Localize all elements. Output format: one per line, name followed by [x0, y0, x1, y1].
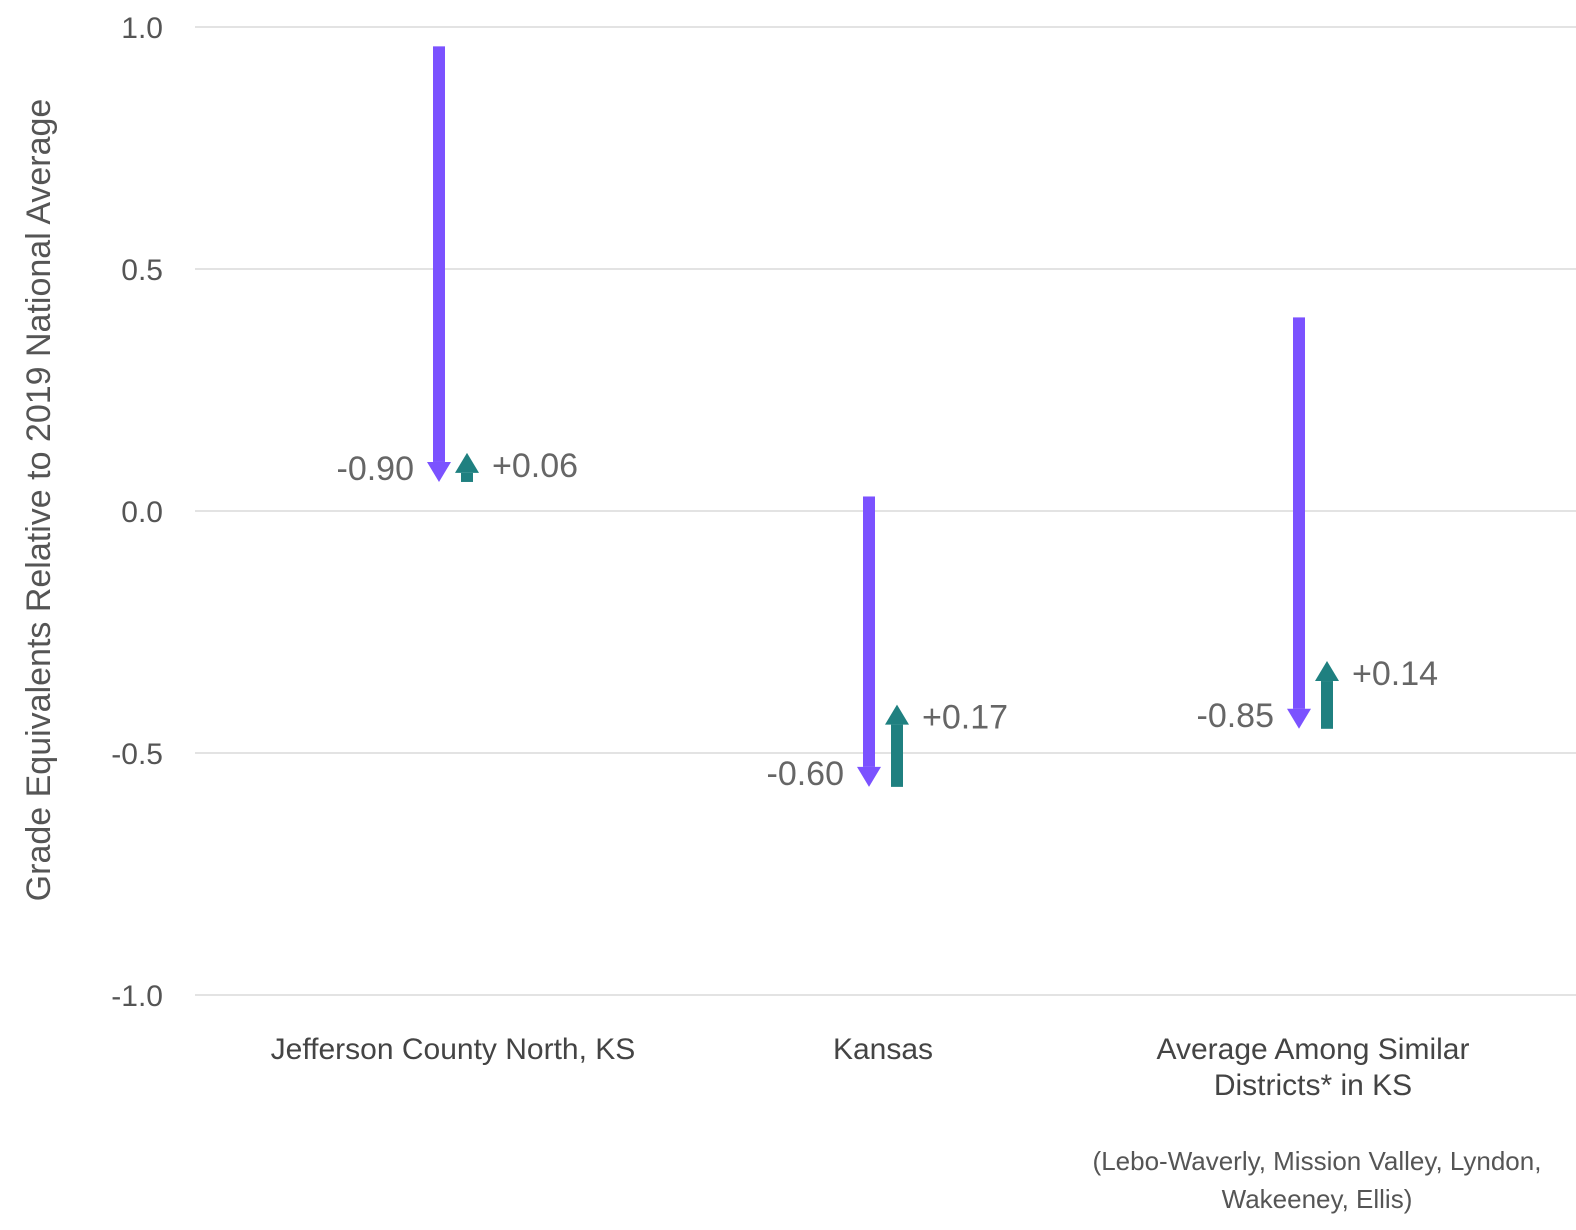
recovery-value-label: +0.17	[922, 699, 1008, 737]
category-label: Kansas	[833, 1033, 933, 1066]
data-labels: -0.90 +0.06 -0.60 +0.17 -0.85 +0.14	[337, 447, 1439, 793]
decline-arrow-shaft	[1293, 317, 1305, 709]
recovery-arrow-shaft	[891, 724, 903, 787]
category-label: Jefferson County North, KS	[271, 1033, 636, 1066]
footnote-line: (Lebo-Waverly, Mission Valley, Lyndon,	[1093, 1146, 1542, 1176]
category-labels: Jefferson County North, KS Kansas Average …	[271, 1033, 1470, 1102]
y-tick-label: 0.0	[121, 496, 163, 529]
footnote: (Lebo-Waverly, Mission Valley, Lyndon, Wa…	[1093, 1146, 1542, 1214]
y-tick-label: -0.5	[111, 738, 163, 771]
recovery-arrow-shaft	[1321, 681, 1333, 729]
decline-arrow-shaft	[433, 46, 445, 462]
decline-arrow-shaft	[863, 496, 875, 767]
y-tick-label: 0.5	[121, 254, 163, 287]
recovery-arrow-head	[455, 452, 479, 473]
recovery-value-label: +0.14	[1352, 655, 1438, 693]
arrows	[427, 46, 1339, 787]
recovery-arrow-head	[1315, 661, 1339, 682]
category-label: Average Among Similar	[1157, 1033, 1470, 1066]
y-axis-title: Grade Equivalents Relative to 2019 Natio…	[20, 99, 58, 902]
y-tick-label: -1.0	[111, 980, 163, 1013]
y-tick-label: 1.0	[121, 12, 163, 45]
category-label: Districts* in KS	[1214, 1069, 1412, 1102]
decline-value-label: -0.90	[337, 450, 415, 488]
decline-arrow-head	[857, 766, 881, 787]
y-tick-labels: 1.0 0.5 0.0 -0.5 -1.0	[111, 12, 163, 1013]
recovery-arrow-shaft	[461, 472, 473, 482]
decline-arrow-head	[1287, 708, 1311, 729]
decline-arrow-head	[427, 461, 451, 482]
footnote-line: Wakeeney, Ellis)	[1222, 1184, 1413, 1214]
gridlines	[195, 26, 1576, 996]
recovery-arrow-head	[885, 704, 909, 725]
decline-value-label: -0.85	[1197, 697, 1275, 735]
decline-value-label: -0.60	[767, 755, 845, 793]
recovery-value-label: +0.06	[492, 447, 578, 485]
